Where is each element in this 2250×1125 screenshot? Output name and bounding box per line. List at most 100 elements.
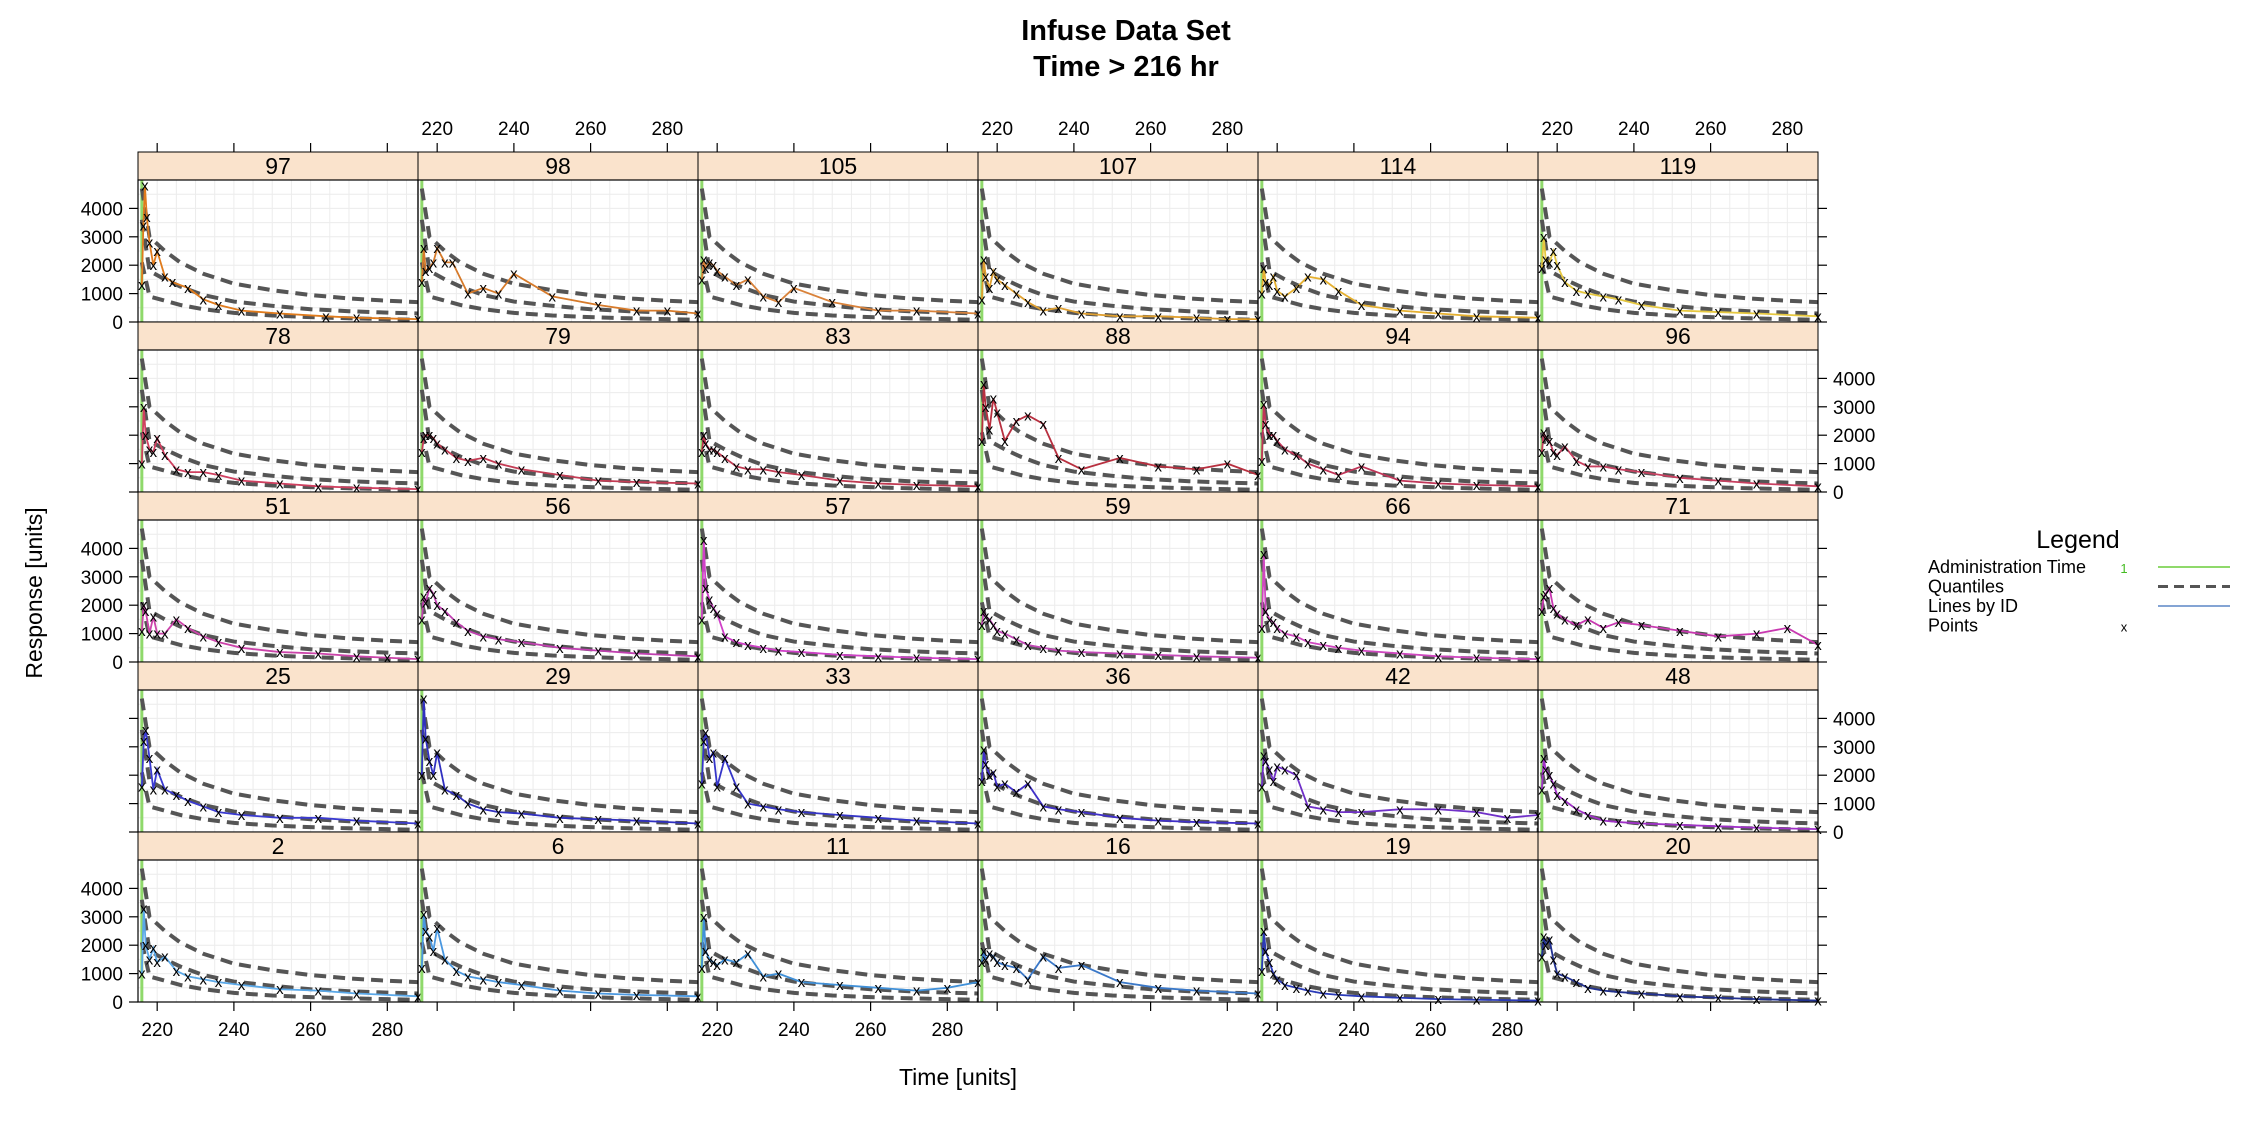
x-tick-label: 280 xyxy=(1211,119,1243,140)
data-point: x xyxy=(518,977,526,994)
data-point: x xyxy=(706,254,714,271)
data-point: x xyxy=(1358,643,1366,660)
data-point: x xyxy=(982,269,990,286)
data-point: x xyxy=(315,810,323,827)
data-point: x xyxy=(798,804,806,821)
data-point: x xyxy=(1260,546,1268,563)
data-point: x xyxy=(1435,648,1443,665)
data-point: x xyxy=(1676,470,1684,487)
data-point: x xyxy=(633,474,641,491)
data-point: x xyxy=(702,943,710,960)
data-point: x xyxy=(1258,779,1266,796)
quantile-line-upper xyxy=(419,528,699,645)
data-point: x xyxy=(913,983,921,1000)
quantile-line-lower xyxy=(419,941,699,1002)
data-point: x xyxy=(276,305,284,322)
strip xyxy=(137,661,419,691)
y-tick-label: 3000 xyxy=(81,908,123,929)
data-point: x xyxy=(518,461,526,478)
series-line xyxy=(420,434,699,485)
data-point: x xyxy=(698,776,706,793)
series-line xyxy=(980,384,1259,476)
data-point: x xyxy=(464,453,472,470)
data-point: x xyxy=(153,954,161,971)
data-point: x xyxy=(495,974,503,991)
y-tick-label: 0 xyxy=(1833,483,1844,504)
data-point: x xyxy=(875,475,883,492)
data-point: x xyxy=(1155,308,1163,325)
quantile-line-middle xyxy=(1259,559,1539,656)
data-point: x xyxy=(713,444,721,461)
quantile-line-upper xyxy=(139,528,419,645)
data-point: x xyxy=(1193,310,1201,327)
data-point: x xyxy=(161,269,169,286)
data-point: x xyxy=(1001,626,1009,643)
data-point: x xyxy=(276,644,284,661)
quantile-line-middle xyxy=(419,899,699,996)
quantile-line-upper xyxy=(1539,188,1819,305)
data-point: x xyxy=(1024,637,1032,654)
data-point: x xyxy=(1358,804,1366,821)
data-point: x xyxy=(433,744,441,761)
quantile-line-upper xyxy=(1259,358,1539,475)
data-point: x xyxy=(184,793,192,810)
y-tick-label: 1000 xyxy=(81,625,123,646)
x-tick-label: 260 xyxy=(855,1020,887,1041)
data-point: x xyxy=(1039,798,1047,815)
y-tick-label: 2000 xyxy=(81,596,123,617)
data-point: x xyxy=(161,447,169,464)
data-point: x xyxy=(1039,949,1047,966)
quantile-line-lower xyxy=(979,601,1259,662)
series-line xyxy=(700,259,979,315)
data-point: x xyxy=(184,464,192,481)
data-point: x xyxy=(315,983,323,1000)
data-point: x xyxy=(353,985,361,1002)
quantile-line-lower xyxy=(1539,601,1819,662)
legend-label: Administration Time xyxy=(1928,557,2086,577)
quantile-line-upper xyxy=(1539,868,1819,985)
strip xyxy=(1537,151,1819,181)
data-point: x xyxy=(1561,439,1569,456)
data-point: x xyxy=(140,900,148,917)
x-tick-label: 240 xyxy=(498,119,530,140)
x-tick-label: 280 xyxy=(651,119,683,140)
data-point: x xyxy=(993,404,1001,421)
data-point: x xyxy=(495,456,503,473)
data-point: x xyxy=(980,742,988,759)
chart-title: Infuse Data Set xyxy=(1021,15,1231,47)
data-point: x xyxy=(1550,776,1558,793)
strip xyxy=(977,491,1259,521)
data-point: x xyxy=(1281,762,1289,779)
data-point: x xyxy=(1538,949,1546,966)
data-point: x xyxy=(1715,304,1723,321)
data-point: x xyxy=(199,798,207,815)
data-point: x xyxy=(353,310,361,327)
series-line xyxy=(420,698,699,825)
x-tick-label: 260 xyxy=(1695,119,1727,140)
data-point: x xyxy=(1335,467,1343,484)
data-point: x xyxy=(1615,461,1623,478)
data-point: x xyxy=(733,458,741,475)
series-line xyxy=(140,406,419,491)
data-point: x xyxy=(1262,943,1270,960)
data-point: x xyxy=(1538,260,1546,277)
data-point: x xyxy=(990,617,998,634)
data-point: x xyxy=(353,648,361,665)
data-point: x xyxy=(433,920,441,937)
quantile-line-middle xyxy=(139,219,419,316)
data-point: x xyxy=(1273,971,1281,988)
data-point: x xyxy=(1584,807,1592,824)
data-point: x xyxy=(161,626,169,643)
series-line xyxy=(420,245,699,315)
data-point: x xyxy=(1013,784,1021,801)
data-point: x xyxy=(1262,274,1270,291)
data-point: x xyxy=(775,643,783,660)
data-point: x xyxy=(1293,767,1301,784)
data-point: x xyxy=(721,269,729,286)
data-point: x xyxy=(1396,801,1404,818)
data-point: x xyxy=(1193,648,1201,665)
data-point: x xyxy=(986,422,994,439)
